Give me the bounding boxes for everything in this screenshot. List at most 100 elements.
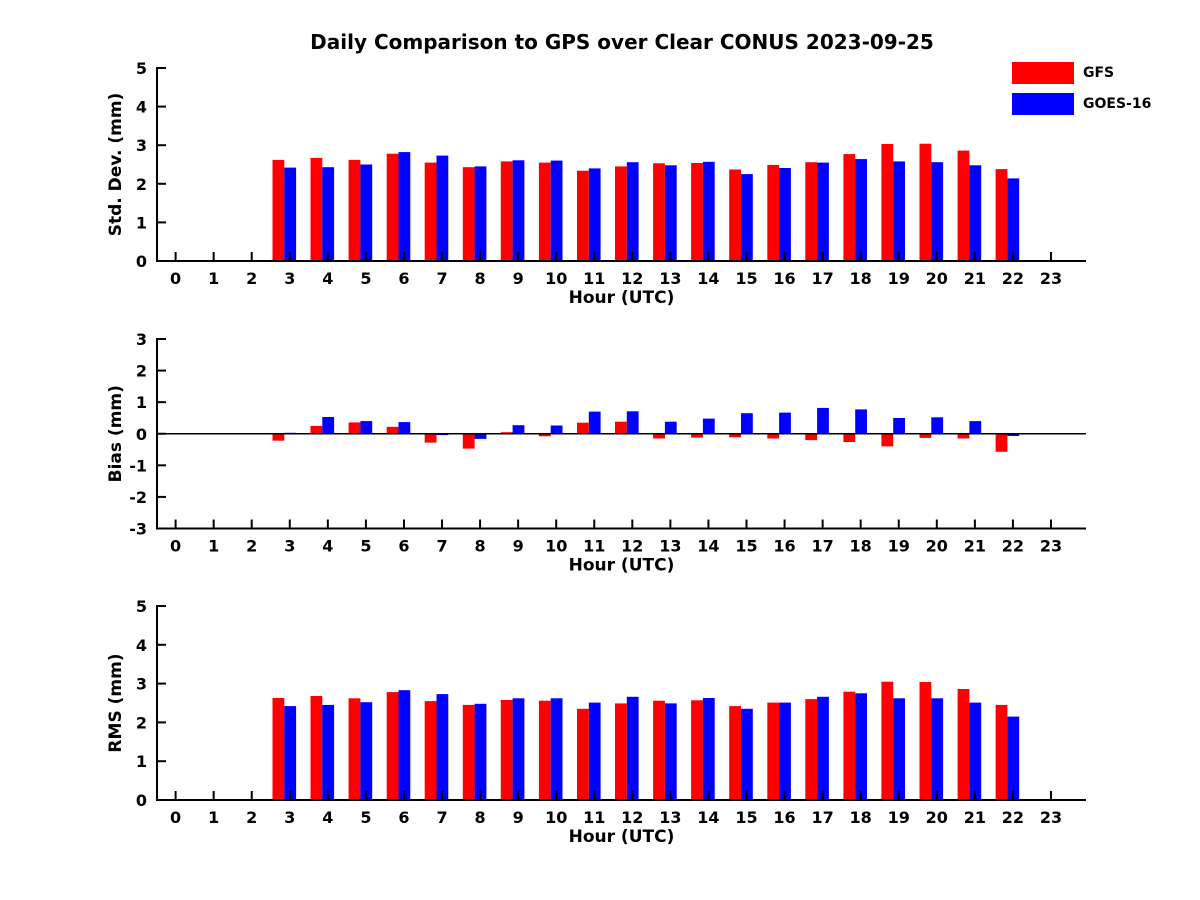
bar-goes-16-h3	[284, 167, 297, 261]
svg-text:14: 14	[697, 269, 719, 288]
svg-text:20: 20	[926, 808, 948, 827]
bar-gfs-h3	[272, 159, 285, 261]
bar-goes-16-h3	[284, 432, 297, 434]
svg-text:16: 16	[773, 537, 795, 556]
svg-text:11: 11	[583, 537, 605, 556]
bar-gfs-h17	[805, 433, 818, 441]
svg-text:7: 7	[436, 808, 447, 827]
bar-goes-16-h4	[322, 704, 335, 800]
bar-gfs-h11	[577, 422, 589, 434]
bar-gfs-h18	[843, 154, 856, 261]
bar-gfs-h8	[462, 167, 475, 261]
bar-goes-16-h3	[284, 706, 297, 800]
bar-gfs-h22	[995, 433, 1008, 452]
svg-text:15: 15	[735, 269, 757, 288]
bar-gfs-h19	[881, 433, 894, 447]
bar-goes-16-h20	[931, 417, 944, 434]
svg-text:16: 16	[773, 269, 795, 288]
bar-gfs-h6	[386, 692, 399, 800]
svg-text:9: 9	[513, 808, 524, 827]
svg-text:2: 2	[246, 808, 257, 827]
bar-goes-16-h7	[436, 694, 449, 800]
svg-text:6: 6	[398, 537, 409, 556]
svg-text:5: 5	[360, 269, 371, 288]
svg-text:2: 2	[136, 713, 147, 732]
bar-goes-16-h13	[664, 421, 677, 434]
bar-gfs-h15	[729, 433, 741, 438]
svg-text:20: 20	[926, 269, 948, 288]
svg-text:6: 6	[398, 808, 409, 827]
svg-text:1: 1	[208, 269, 219, 288]
goes16-color-swatch	[1012, 93, 1074, 115]
bar-gfs-h22	[995, 169, 1008, 261]
bar-gfs-h10	[538, 700, 551, 800]
svg-text:19: 19	[888, 269, 910, 288]
bar-gfs-h21	[957, 150, 970, 261]
bar-goes-16-h10	[550, 425, 563, 434]
bar-goes-16-h21	[969, 421, 982, 434]
bar-goes-16-h18	[855, 409, 867, 434]
bar-gfs-h20	[919, 143, 932, 261]
svg-text:4: 4	[136, 98, 147, 117]
bar-goes-16-h9	[512, 698, 525, 800]
svg-text:15: 15	[735, 808, 757, 827]
bar-goes-16-h5	[360, 164, 373, 261]
bar-gfs-h16	[767, 702, 780, 800]
bar-goes-16-h10	[550, 698, 563, 800]
bar-gfs-h17	[805, 162, 818, 261]
bar-goes-16-h15	[741, 413, 753, 434]
legend-label-goes16: GOES-16	[1083, 96, 1152, 112]
y-axis-label: RMS (mm)	[106, 653, 126, 752]
bar-gfs-h20	[919, 433, 932, 438]
bar-gfs-h4	[310, 696, 323, 800]
svg-text:3: 3	[136, 675, 147, 694]
svg-text:5: 5	[360, 808, 371, 827]
bar-goes-16-h11	[588, 168, 601, 261]
bar-goes-16-h12	[626, 162, 639, 261]
svg-text:3: 3	[284, 269, 295, 288]
svg-text:5: 5	[136, 59, 147, 78]
svg-text:1: 1	[136, 752, 147, 771]
bar-gfs-h15	[729, 706, 741, 800]
svg-text:5: 5	[360, 537, 371, 556]
bar-gfs-h18	[843, 691, 856, 800]
svg-text:0: 0	[136, 252, 147, 271]
bar-goes-16-h9	[512, 425, 525, 434]
bar-goes-16-h4	[322, 417, 335, 434]
bar-goes-16-h19	[893, 161, 905, 261]
legend-item-goes16: GOES-16	[1012, 93, 1151, 115]
bar-gfs-h7	[424, 162, 437, 261]
x-axis-label: Hour (UTC)	[569, 827, 675, 847]
bar-goes-16-h7	[436, 433, 449, 436]
svg-text:22: 22	[1002, 808, 1024, 827]
bar-gfs-h4	[310, 425, 323, 434]
bar-goes-16-h5	[360, 421, 373, 434]
svg-text:11: 11	[583, 808, 605, 827]
bar-goes-16-h6	[398, 690, 411, 800]
bar-goes-16-h17	[817, 162, 829, 261]
bar-goes-16-h12	[626, 696, 639, 800]
svg-text:21: 21	[964, 537, 986, 556]
svg-text:1: 1	[208, 808, 219, 827]
bar-gfs-h17	[805, 699, 818, 800]
bar-goes-16-h17	[817, 407, 829, 434]
svg-text:4: 4	[322, 808, 333, 827]
svg-text:17: 17	[811, 808, 833, 827]
bar-goes-16-h22	[1007, 433, 1020, 436]
bar-goes-16-h6	[398, 152, 411, 261]
svg-text:7: 7	[436, 537, 447, 556]
svg-text:2: 2	[246, 269, 257, 288]
bar-gfs-h6	[386, 153, 399, 261]
bar-gfs-h13	[653, 163, 665, 261]
bar-gfs-h19	[881, 144, 894, 261]
bar-goes-16-h20	[931, 162, 944, 261]
bar-goes-16-h17	[817, 696, 829, 800]
svg-text:0: 0	[136, 791, 147, 810]
bar-goes-16-h19	[893, 698, 905, 800]
bar-goes-16-h9	[512, 160, 525, 261]
bar-goes-16-h21	[969, 702, 982, 800]
svg-text:7: 7	[436, 269, 447, 288]
svg-text:0: 0	[170, 537, 181, 556]
